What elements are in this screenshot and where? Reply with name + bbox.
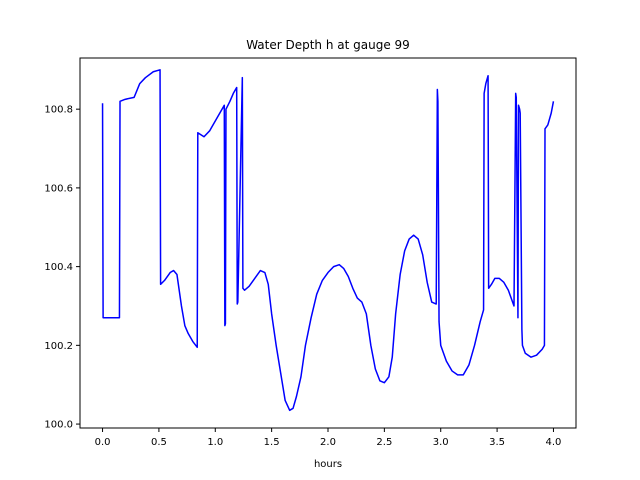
- x-tick-label: 2.0: [320, 437, 336, 448]
- x-tick-label: 1.5: [264, 437, 280, 448]
- x-tick-label: 3.5: [489, 437, 505, 448]
- y-tick-label: 100.6: [44, 183, 73, 194]
- x-axis-label: hours: [314, 459, 342, 470]
- x-tick-label: 2.5: [376, 437, 392, 448]
- y-axis-ticks: 100.0 100.2 100.4 100.6 100.8: [44, 105, 80, 431]
- x-tick-label: 4.0: [546, 437, 562, 448]
- series-line: [101, 69, 555, 412]
- y-tick-label: 100.2: [44, 341, 73, 352]
- chart-title: Water Depth h at gauge 99: [246, 38, 410, 52]
- y-tick-label: 100.4: [44, 262, 73, 273]
- y-tick-label: 100.8: [44, 105, 73, 116]
- x-tick-label: 0.0: [95, 437, 111, 448]
- x-axis-ticks: 0.0 0.5 1.0 1.5 2.0 2.5 3.0 3.5 4.0: [95, 428, 562, 448]
- y-tick-label: 100.0: [44, 420, 73, 431]
- x-tick-label: 0.5: [151, 437, 167, 448]
- x-tick-label: 3.0: [433, 437, 449, 448]
- x-tick-label: 1.0: [207, 437, 223, 448]
